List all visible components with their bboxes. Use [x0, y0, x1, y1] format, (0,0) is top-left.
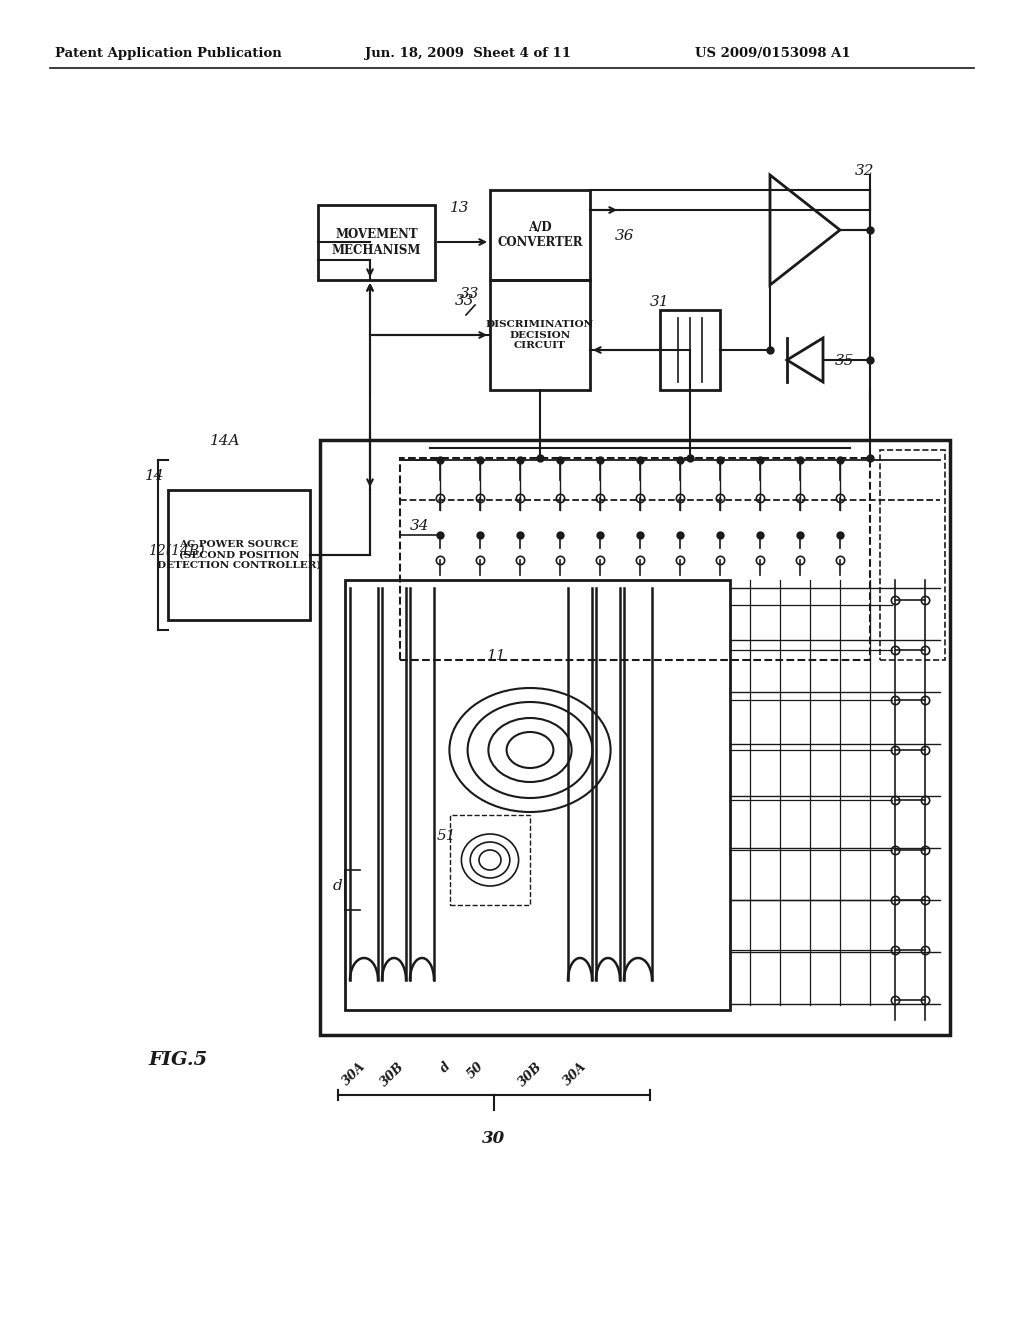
Text: 34: 34: [410, 519, 429, 533]
Text: d: d: [333, 879, 343, 894]
Text: 30B: 30B: [378, 1060, 407, 1089]
Text: 11: 11: [487, 649, 507, 663]
Text: 36: 36: [615, 228, 635, 243]
Text: 51: 51: [437, 829, 457, 843]
Text: US 2009/0153098 A1: US 2009/0153098 A1: [695, 48, 851, 59]
Text: DISCRIMINATION
DECISION
CIRCUIT: DISCRIMINATION DECISION CIRCUIT: [486, 321, 594, 350]
Bar: [400, 458, 870, 660]
Text: 35: 35: [835, 354, 854, 368]
Text: 50: 50: [464, 1060, 485, 1081]
Text: 14A: 14A: [210, 434, 241, 447]
Bar: [880, 450, 945, 660]
Bar: [168, 490, 310, 620]
Text: 33: 33: [460, 286, 479, 301]
Text: 30A: 30A: [561, 1060, 589, 1089]
Bar: [450, 814, 530, 906]
Text: MOVEMENT
MECHANISM: MOVEMENT MECHANISM: [332, 228, 421, 256]
Text: 30B: 30B: [515, 1060, 545, 1089]
Bar: [490, 190, 590, 280]
Text: d: d: [437, 1060, 453, 1076]
Text: FIG.5: FIG.5: [148, 1051, 207, 1069]
Text: 31: 31: [650, 294, 670, 309]
Text: 13: 13: [450, 201, 469, 215]
Text: Jun. 18, 2009  Sheet 4 of 11: Jun. 18, 2009 Sheet 4 of 11: [365, 48, 571, 59]
Text: 30: 30: [482, 1130, 506, 1147]
Text: Patent Application Publication: Patent Application Publication: [55, 48, 282, 59]
Text: AC POWER SOURCE
(SECOND POSITION
DETECTION CONTROLLER): AC POWER SOURCE (SECOND POSITION DETECTI…: [157, 540, 322, 570]
Text: 33: 33: [455, 294, 474, 308]
Bar: [319, 440, 950, 1035]
Bar: [490, 280, 590, 389]
Bar: [318, 205, 435, 280]
Text: A/D
CONVERTER: A/D CONVERTER: [498, 220, 583, 249]
Text: 14: 14: [145, 469, 165, 483]
Bar: [345, 579, 730, 1010]
Text: 32: 32: [855, 164, 874, 178]
Text: 30A: 30A: [340, 1060, 369, 1089]
Bar: [660, 310, 720, 389]
Text: 12(14B): 12(14B): [148, 544, 205, 558]
